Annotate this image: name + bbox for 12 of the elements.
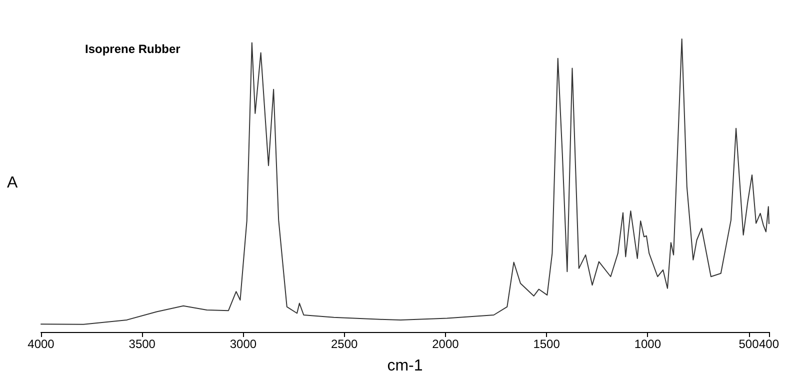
chart-title: Isoprene Rubber	[85, 42, 181, 56]
x-tick-label: 400	[758, 337, 780, 351]
x-axis-title: cm-1	[387, 358, 423, 374]
y-axis-title: A	[7, 174, 18, 192]
x-tick-label: 4000	[28, 337, 55, 351]
x-tick-label: 2500	[330, 337, 358, 351]
x-tick-label: 3500	[128, 337, 156, 351]
x-tick-label: 2000	[432, 337, 460, 351]
x-tick-label: 3000	[230, 337, 257, 351]
x-tick-label: 500	[738, 337, 760, 351]
x-tick-label: 1000	[634, 337, 662, 351]
x-tick-label: 1500	[533, 337, 560, 351]
